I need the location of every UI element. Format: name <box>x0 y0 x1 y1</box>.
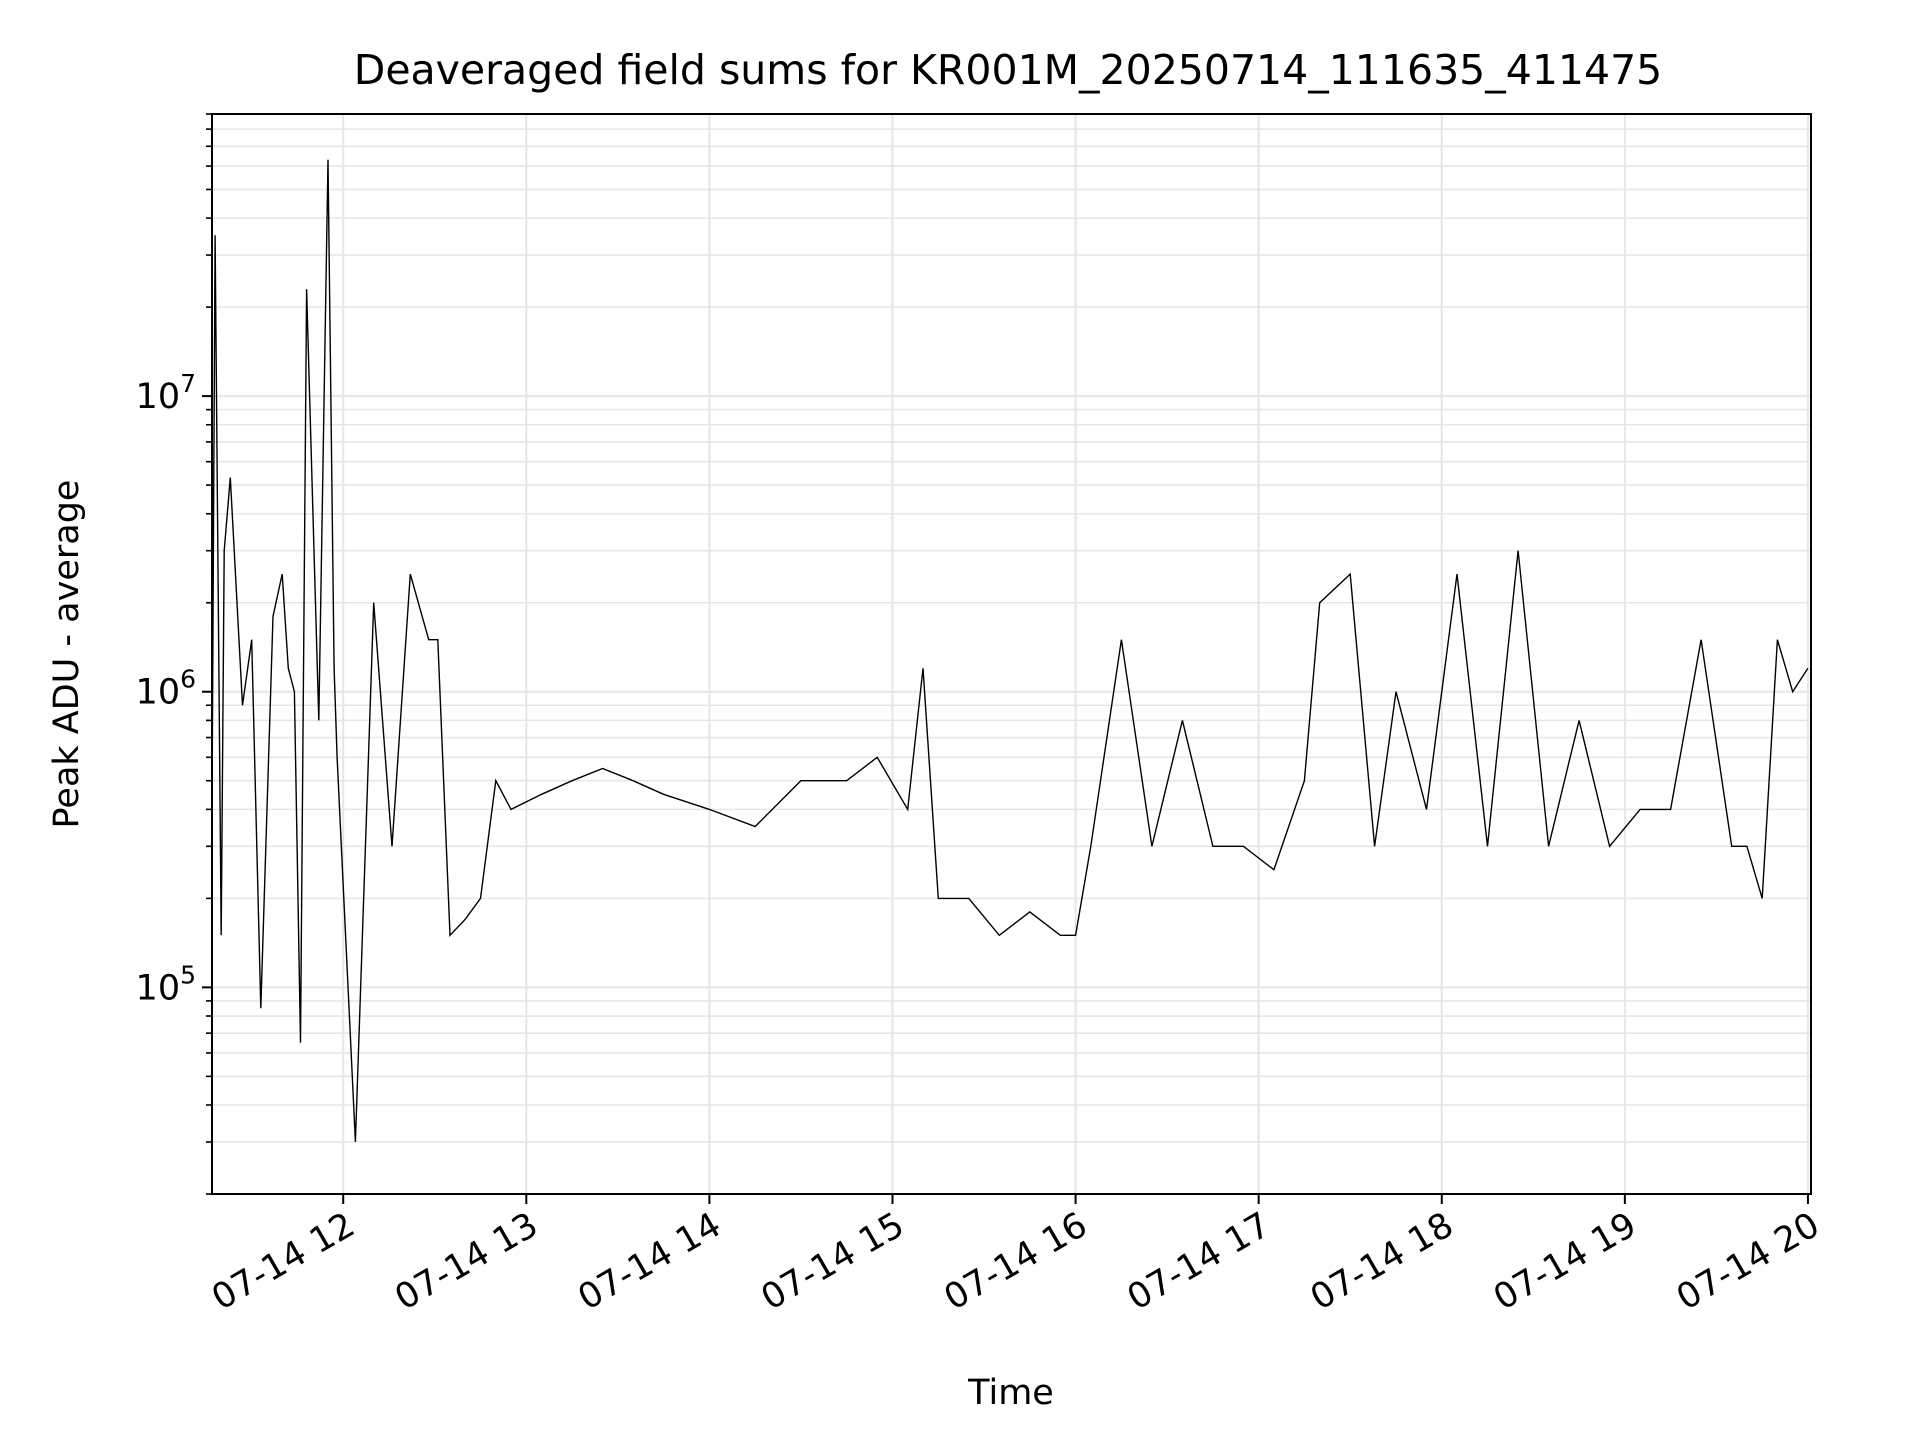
y-tick-base: 10 <box>136 968 181 1008</box>
y-tick-base: 10 <box>136 377 181 417</box>
y-axis-label: Peak ADU - average <box>47 480 87 829</box>
y-tick-label: 106 <box>136 665 196 713</box>
data-line-layer <box>211 159 1809 1142</box>
y-tick-exponent: 6 <box>180 665 196 694</box>
plot-frame <box>211 113 1812 1195</box>
y-tick-label: 105 <box>136 960 196 1008</box>
y-tick-label: 107 <box>136 369 196 417</box>
plot-area <box>212 114 1811 1194</box>
y-tick-base: 10 <box>136 673 181 713</box>
series-line-0 <box>211 159 1809 1142</box>
y-tick-exponent: 7 <box>180 369 196 398</box>
y-tick-exponent: 5 <box>180 960 196 989</box>
x-axis-label: Time <box>967 1373 1054 1413</box>
chart-title: Deaveraged field sums for KR001M_2025071… <box>354 46 1663 94</box>
